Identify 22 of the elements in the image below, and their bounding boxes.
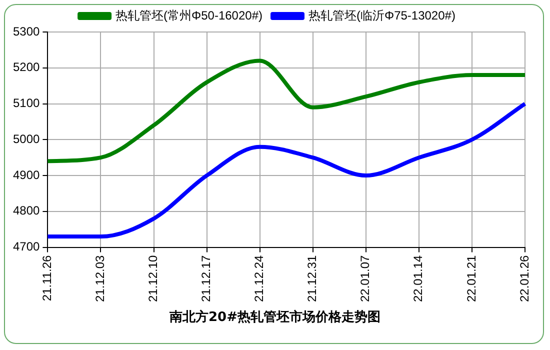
y-tick-label: 5000 xyxy=(12,132,40,146)
x-tick-label: 21.12.17 xyxy=(199,254,214,302)
x-tick-label: 22.01.14 xyxy=(411,254,426,302)
y-tick-label: 5200 xyxy=(12,60,40,74)
line-series xyxy=(46,102,527,239)
legend-label: 热轧管坯(临沂Φ75-13020#) xyxy=(308,8,456,22)
text: 南北方20#热轧管坯市场价格走势图 xyxy=(168,308,382,326)
x-tick-label: 21.11.26 xyxy=(40,254,54,302)
x-tick-label: 21.12.10 xyxy=(146,254,160,302)
y-tick-label: 4700 xyxy=(12,240,40,254)
x-tick-label: 22.01.26 xyxy=(517,254,532,302)
y-tick-label: 4800 xyxy=(12,204,40,218)
y-tick-label: 4900 xyxy=(12,168,40,182)
x-tick-label: 21.12.24 xyxy=(252,254,266,302)
y-tick-label: 5100 xyxy=(12,96,40,110)
x-tick-label: 22.01.07 xyxy=(358,254,372,302)
legend-label: 热轧管坯(常州Φ50-16020#) xyxy=(116,8,263,22)
x-tick-label: 21.12.03 xyxy=(93,254,108,302)
x-tick-label: 21.12.31 xyxy=(305,254,320,302)
line-series xyxy=(46,58,527,164)
x-tick-label: 22.01.21 xyxy=(464,254,478,302)
y-tick-label: 5300 xyxy=(12,24,40,38)
